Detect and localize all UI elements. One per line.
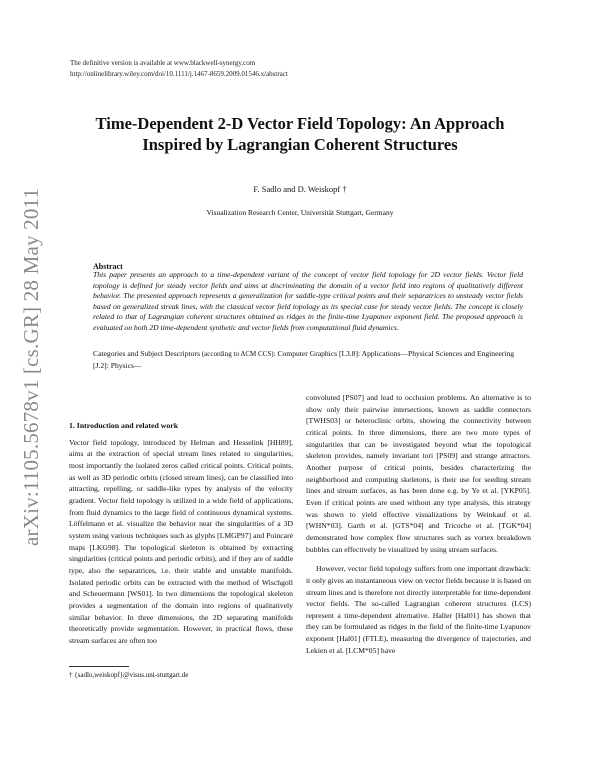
- abstract-text: This paper presents an approach to a tim…: [93, 270, 523, 332]
- authors: F. Sadlo and D. Weiskopf †: [253, 184, 347, 194]
- categories-label: Categories and Subject Descriptors: [93, 349, 200, 358]
- paper-title: Time-Dependent 2-D Vector Field Topology…: [70, 113, 530, 155]
- paper-title-line-2: Inspired by Lagrangian Coherent Structur…: [142, 135, 458, 154]
- intro-paragraph-2: convoluted [PS07] and lead to occlusion …: [306, 393, 531, 554]
- publisher-header: The definitive version is available at w…: [70, 58, 288, 79]
- affiliation: Visualization Research Center, Universit…: [206, 208, 394, 217]
- paper-title-line-1: Time-Dependent 2-D Vector Field Topology…: [95, 114, 505, 133]
- arxiv-stamp: arXiv:1105.5678v1 [cs.GR] 28 May 2011: [19, 187, 43, 546]
- abstract-heading: Abstract: [93, 262, 123, 271]
- footnote-rule: [69, 666, 129, 667]
- intro-paragraph-1: Vector field topology, introduced by Hel…: [69, 437, 293, 645]
- publisher-doi-link[interactable]: http://onlinelibrary.wiley.com/doi/10.11…: [70, 69, 288, 78]
- categories-acm-note: (according to ACM CCS):: [201, 350, 276, 358]
- publisher-availability-line: The definitive version is available at w…: [70, 59, 256, 67]
- intro-paragraph-3: However, vector field topology suffers f…: [306, 564, 531, 655]
- left-column: 1. Introduction and related work Vector …: [69, 420, 293, 646]
- categories-block: Categories and Subject Descriptors (acco…: [93, 348, 523, 371]
- section-heading: 1. Introduction and related work: [69, 421, 179, 430]
- footnote: † {sadlo,weiskopf}@visus.uni-stuttgart.d…: [69, 671, 189, 679]
- categories-text: Computer Graphics [I.3.8]: Applications—…: [93, 349, 515, 370]
- right-column: convoluted [PS07] and lead to occlusion …: [306, 392, 531, 656]
